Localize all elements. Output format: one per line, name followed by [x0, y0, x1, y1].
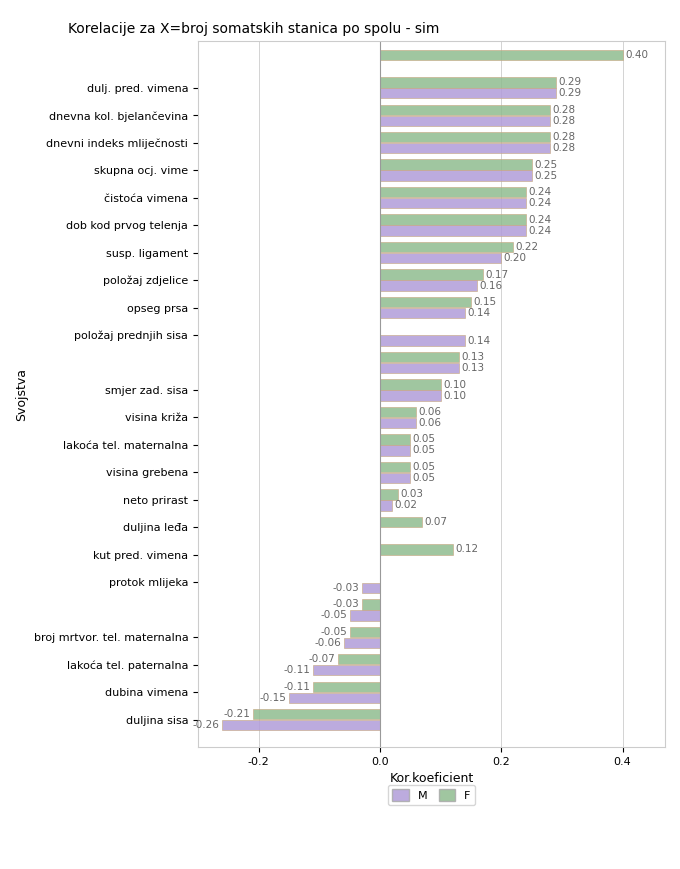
Text: -0.03: -0.03	[333, 600, 359, 609]
Text: 0.02: 0.02	[394, 501, 418, 510]
Bar	[380, 418, 416, 428]
Bar	[380, 132, 549, 143]
Text: 0.40: 0.40	[625, 50, 648, 60]
Bar	[350, 610, 380, 620]
Bar	[380, 143, 549, 154]
Text: -0.15: -0.15	[260, 693, 286, 703]
Bar	[380, 160, 532, 170]
Text: 0.12: 0.12	[455, 544, 478, 554]
Text: 0.28: 0.28	[552, 143, 575, 153]
Text: 0.28: 0.28	[552, 132, 575, 143]
Bar	[380, 88, 556, 98]
Bar	[380, 390, 441, 401]
Text: 0.25: 0.25	[534, 170, 557, 181]
Bar	[380, 501, 392, 511]
Text: 0.29: 0.29	[558, 77, 581, 87]
Text: 0.06: 0.06	[419, 407, 442, 417]
Text: 0.10: 0.10	[443, 380, 466, 389]
Bar	[380, 445, 410, 455]
Text: 0.25: 0.25	[534, 160, 557, 169]
Bar	[380, 187, 526, 197]
Text: 0.06: 0.06	[419, 418, 442, 428]
Bar	[380, 308, 465, 318]
Bar	[380, 363, 459, 374]
Text: 0.17: 0.17	[486, 269, 509, 280]
Text: -0.05: -0.05	[320, 627, 347, 637]
Text: 0.20: 0.20	[504, 253, 527, 263]
Text: 0.22: 0.22	[516, 242, 539, 252]
Text: 0.28: 0.28	[552, 116, 575, 126]
Bar	[380, 461, 410, 472]
Bar	[350, 627, 380, 637]
Text: 0.24: 0.24	[528, 215, 551, 225]
Bar	[380, 379, 441, 389]
Bar	[343, 638, 380, 648]
Text: 0.05: 0.05	[413, 446, 436, 455]
Bar	[380, 352, 459, 362]
Text: 0.29: 0.29	[558, 89, 581, 98]
Bar	[380, 104, 549, 115]
Bar	[362, 599, 380, 609]
Text: 0.05: 0.05	[413, 462, 436, 472]
Text: -0.21: -0.21	[223, 709, 250, 720]
Bar	[289, 693, 380, 703]
Text: -0.05: -0.05	[320, 610, 347, 620]
Bar	[380, 170, 532, 181]
Bar	[362, 582, 380, 593]
Text: 0.14: 0.14	[467, 335, 490, 346]
Text: 0.13: 0.13	[461, 363, 484, 373]
Text: 0.24: 0.24	[528, 198, 551, 209]
Text: 0.13: 0.13	[461, 352, 484, 362]
Bar	[380, 434, 410, 445]
Bar	[380, 77, 556, 88]
Text: 0.05: 0.05	[413, 473, 436, 483]
Text: 0.05: 0.05	[413, 434, 436, 444]
Text: -0.11: -0.11	[284, 682, 311, 692]
Bar	[313, 665, 380, 675]
Bar	[380, 335, 465, 346]
Bar	[380, 215, 526, 225]
Bar	[380, 116, 549, 126]
Bar	[380, 281, 477, 291]
Y-axis label: Svojstva: Svojstva	[15, 368, 28, 421]
Text: 0.24: 0.24	[528, 187, 551, 197]
Bar	[380, 473, 410, 483]
Bar	[380, 407, 416, 417]
Text: 0.07: 0.07	[425, 517, 448, 527]
Text: 0.16: 0.16	[479, 281, 503, 290]
Bar	[380, 269, 483, 280]
Bar	[337, 654, 380, 665]
Text: -0.03: -0.03	[333, 583, 359, 593]
Bar	[380, 489, 398, 500]
Bar	[380, 242, 513, 252]
Text: -0.07: -0.07	[308, 654, 335, 664]
Text: 0.03: 0.03	[401, 489, 424, 500]
Text: 0.28: 0.28	[552, 105, 575, 115]
Bar	[380, 517, 422, 527]
Bar	[222, 720, 380, 731]
Legend: M, F: M, F	[388, 785, 475, 806]
Text: 0.14: 0.14	[467, 308, 490, 318]
Text: 0.24: 0.24	[528, 226, 551, 235]
Bar	[380, 544, 453, 554]
Bar	[380, 198, 526, 209]
Bar	[380, 297, 471, 308]
Bar	[380, 225, 526, 235]
Text: 0.15: 0.15	[473, 297, 496, 307]
Text: -0.26: -0.26	[193, 720, 220, 730]
Bar	[380, 50, 623, 60]
Bar	[313, 681, 380, 692]
Text: 0.10: 0.10	[443, 390, 466, 401]
Bar	[380, 253, 501, 263]
Bar	[252, 709, 380, 720]
Text: -0.06: -0.06	[314, 638, 341, 647]
Text: -0.11: -0.11	[284, 666, 311, 675]
X-axis label: Kor.koeficient: Kor.koeficient	[390, 773, 474, 786]
Text: Korelacije za X=broj somatskih stanica po spolu - sim: Korelacije za X=broj somatskih stanica p…	[68, 22, 439, 36]
